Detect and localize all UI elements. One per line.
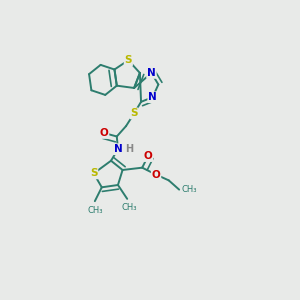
Text: CH₃: CH₃ [87,206,103,215]
Text: H: H [125,144,134,154]
Text: N: N [147,68,156,78]
Text: S: S [124,55,132,65]
Text: N: N [148,92,157,102]
Text: O: O [144,151,152,161]
Text: O: O [100,128,109,138]
Text: O: O [152,169,161,180]
Text: CH₃: CH₃ [182,185,197,194]
Text: N: N [114,144,122,154]
Text: S: S [90,168,98,178]
Text: CH₃: CH₃ [122,203,137,212]
Text: S: S [130,108,138,118]
